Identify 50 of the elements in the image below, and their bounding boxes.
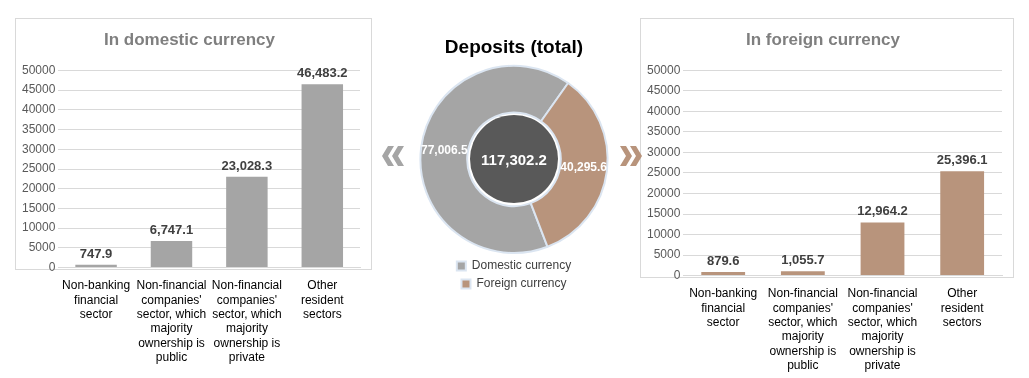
x-tick-label: Non-financial companies' sector, which majority ownership is private [847, 286, 918, 373]
y-tick-label: 40000 [646, 103, 681, 118]
y-tick-label: 15000 [646, 206, 681, 221]
bar [701, 271, 746, 276]
bar [226, 176, 268, 268]
y-tick-label: 35000 [21, 121, 56, 136]
y-tick-label: 0 [673, 267, 681, 282]
data-label: 46,483.2 [296, 65, 348, 81]
data-label: 25,396.1 [936, 152, 988, 168]
y-tick-label: 45000 [646, 83, 681, 98]
x-tick-label: Non-banking financial sector [62, 278, 131, 321]
y-tick-label: 25000 [21, 161, 56, 176]
y-tick-label: 20000 [646, 185, 681, 200]
chart-title: In domestic currency [103, 29, 276, 49]
bar [940, 171, 985, 276]
y-tick-label: 50000 [21, 62, 56, 77]
y-tick-label: 0 [48, 259, 56, 274]
y-tick-label: 30000 [21, 141, 56, 156]
y-tick-label: 20000 [21, 181, 56, 196]
bar [860, 222, 905, 276]
x-tick-label: Other resident sectors [940, 286, 985, 329]
bar [150, 240, 193, 268]
y-tick-label: 10000 [21, 220, 56, 235]
legend-label: Foreign currency [476, 276, 567, 291]
chart-title: In foreign currency [746, 29, 901, 49]
y-tick-label: 50000 [646, 62, 681, 77]
x-tick-label: Non-financial companies' sector, which majority ownership is public [767, 286, 838, 373]
y-tick-label: 30000 [646, 144, 681, 159]
data-label: 879.6 [706, 253, 740, 269]
x-tick-label: Other resident sectors [300, 278, 345, 321]
data-label: 23,028.3 [221, 157, 273, 173]
data-label: 747.9 [79, 245, 113, 261]
bar [780, 271, 825, 276]
y-tick-label: 10000 [646, 226, 681, 241]
data-label: 1,055.7 [781, 252, 825, 268]
data-label: 6,747.1 [149, 222, 194, 238]
x-tick-label: Non-financial companies' sector, which majority ownership is public [136, 278, 207, 365]
data-label: 12,964.2 [857, 203, 908, 219]
y-tick-label: 40000 [21, 102, 56, 117]
y-tick-label: 5000 [28, 240, 56, 255]
x-tick-label: Non-financial companies' sector, which majority ownership is private [211, 278, 282, 365]
y-tick-label: 5000 [653, 247, 681, 262]
y-tick-label: 25000 [646, 165, 681, 180]
y-tick-label: 45000 [21, 82, 56, 97]
legend-label: Domestic currency [471, 258, 572, 273]
y-tick-label: 35000 [646, 124, 681, 139]
y-tick-label: 15000 [21, 200, 56, 215]
chart-title: Deposits (total) [444, 35, 584, 57]
x-tick-label: Non-banking financial sector [689, 286, 758, 329]
bar [301, 84, 344, 268]
